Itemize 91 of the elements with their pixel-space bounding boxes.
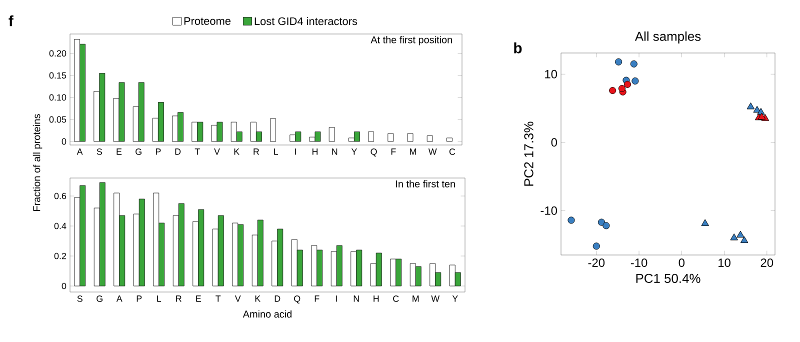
- point: [598, 218, 606, 226]
- point: [730, 234, 738, 240]
- y-tick-label: 0: [62, 282, 66, 290]
- x-tick-label: -10: [630, 258, 648, 267]
- x-tick-label: R: [176, 296, 182, 302]
- y-axis-title: Fraction of all proteins: [32, 114, 42, 211]
- x-tick-label: C: [449, 148, 456, 155]
- point: [609, 86, 616, 94]
- y-tick-label: 0.4: [54, 222, 66, 230]
- x-tick-label: M: [412, 296, 419, 302]
- legend-label: Lost GID4 interactors: [254, 17, 358, 26]
- x-tick-label: K: [255, 296, 261, 302]
- y-axis-title: PC2 17.3%: [524, 122, 534, 186]
- point: [736, 230, 744, 238]
- x-axis-title: Amino acid: [242, 310, 292, 318]
- bar: [368, 132, 374, 142]
- x-tick-label: K: [234, 148, 240, 155]
- x-tick-label: F: [314, 296, 320, 302]
- x-tick-label: S: [77, 296, 82, 302]
- point: [624, 80, 632, 88]
- x-tick-label: V: [234, 296, 241, 302]
- x-tick-label: W: [431, 296, 440, 302]
- chart-title: All samples: [634, 31, 701, 44]
- x-axis-title: PC1 50.4%: [636, 274, 700, 283]
- y-tick-label: 0.2: [54, 252, 66, 260]
- bar: [426, 136, 433, 142]
- x-tick-label: N: [354, 296, 359, 302]
- point: [592, 242, 600, 250]
- x-tick-label: T: [216, 296, 221, 302]
- y-tick-label: -10: [540, 206, 558, 215]
- bar: [388, 133, 394, 142]
- point: [615, 58, 622, 66]
- x-tick-label: G: [96, 296, 102, 302]
- x-tick-label: C: [393, 296, 399, 302]
- x-tick-label: P: [136, 296, 142, 302]
- x-tick-label: L: [274, 148, 278, 155]
- point: [618, 84, 626, 92]
- x-tick-label: 20: [760, 258, 774, 267]
- point: [740, 236, 748, 244]
- x-tick-label: N: [332, 148, 338, 155]
- x-tick-label: S: [96, 148, 102, 155]
- x-tick-label: 10: [718, 258, 730, 267]
- y-tick-label: 0: [62, 138, 66, 145]
- x-tick-label: I: [294, 148, 296, 155]
- legend-label: Proteome: [184, 17, 231, 25]
- point: [630, 60, 638, 68]
- x-tick-label: R: [254, 148, 260, 155]
- y-tick-label: 0.10: [49, 94, 66, 101]
- x-tick-label: A: [76, 148, 83, 155]
- x-tick-label: M: [410, 148, 416, 155]
- point: [632, 77, 639, 85]
- point: [701, 219, 709, 226]
- x-tick-label: 0: [678, 258, 685, 267]
- x-tick-label: W: [428, 148, 437, 155]
- x-tick-label: I: [336, 296, 338, 302]
- bar: [446, 138, 452, 142]
- x-tick-label: H: [312, 148, 318, 155]
- point: [568, 216, 575, 224]
- x-tick-label: T: [194, 148, 200, 155]
- x-tick-label: A: [116, 296, 122, 302]
- x-tick-label: L: [157, 296, 162, 302]
- x-tick-label: E: [196, 296, 201, 302]
- x-tick-label: H: [374, 296, 379, 302]
- bar: [270, 118, 276, 142]
- y-tick-label: 10: [545, 70, 558, 78]
- point: [746, 102, 755, 110]
- y-tick-label: 0.05: [49, 116, 66, 123]
- y-tick-label: 0.15: [49, 72, 66, 79]
- chart-title: At the first position: [370, 36, 452, 46]
- x-tick-label: G: [136, 148, 142, 155]
- point: [758, 112, 766, 120]
- chart-title: In the first ten: [396, 180, 455, 188]
- x-tick-label: Y: [351, 148, 357, 155]
- x-tick-label: P: [156, 148, 161, 155]
- bar: [328, 127, 335, 142]
- x-tick-label: Q: [294, 296, 300, 304]
- x-tick-label: E: [116, 148, 122, 155]
- point: [602, 222, 610, 230]
- x-tick-label: Q: [370, 148, 377, 156]
- bar: [407, 133, 414, 142]
- text: b: [514, 42, 522, 54]
- y-tick-label: 0.20: [49, 50, 66, 57]
- x-tick-label: D: [175, 148, 181, 155]
- x-tick-label: F: [391, 148, 396, 155]
- y-tick-label: 0: [551, 138, 558, 147]
- x-tick-label: -20: [588, 258, 605, 267]
- x-tick-label: Y: [452, 296, 458, 302]
- y-tick-label: 0.6: [54, 192, 66, 200]
- x-tick-label: V: [214, 148, 220, 155]
- x-tick-label: D: [274, 296, 280, 302]
- text: f: [8, 15, 14, 26]
